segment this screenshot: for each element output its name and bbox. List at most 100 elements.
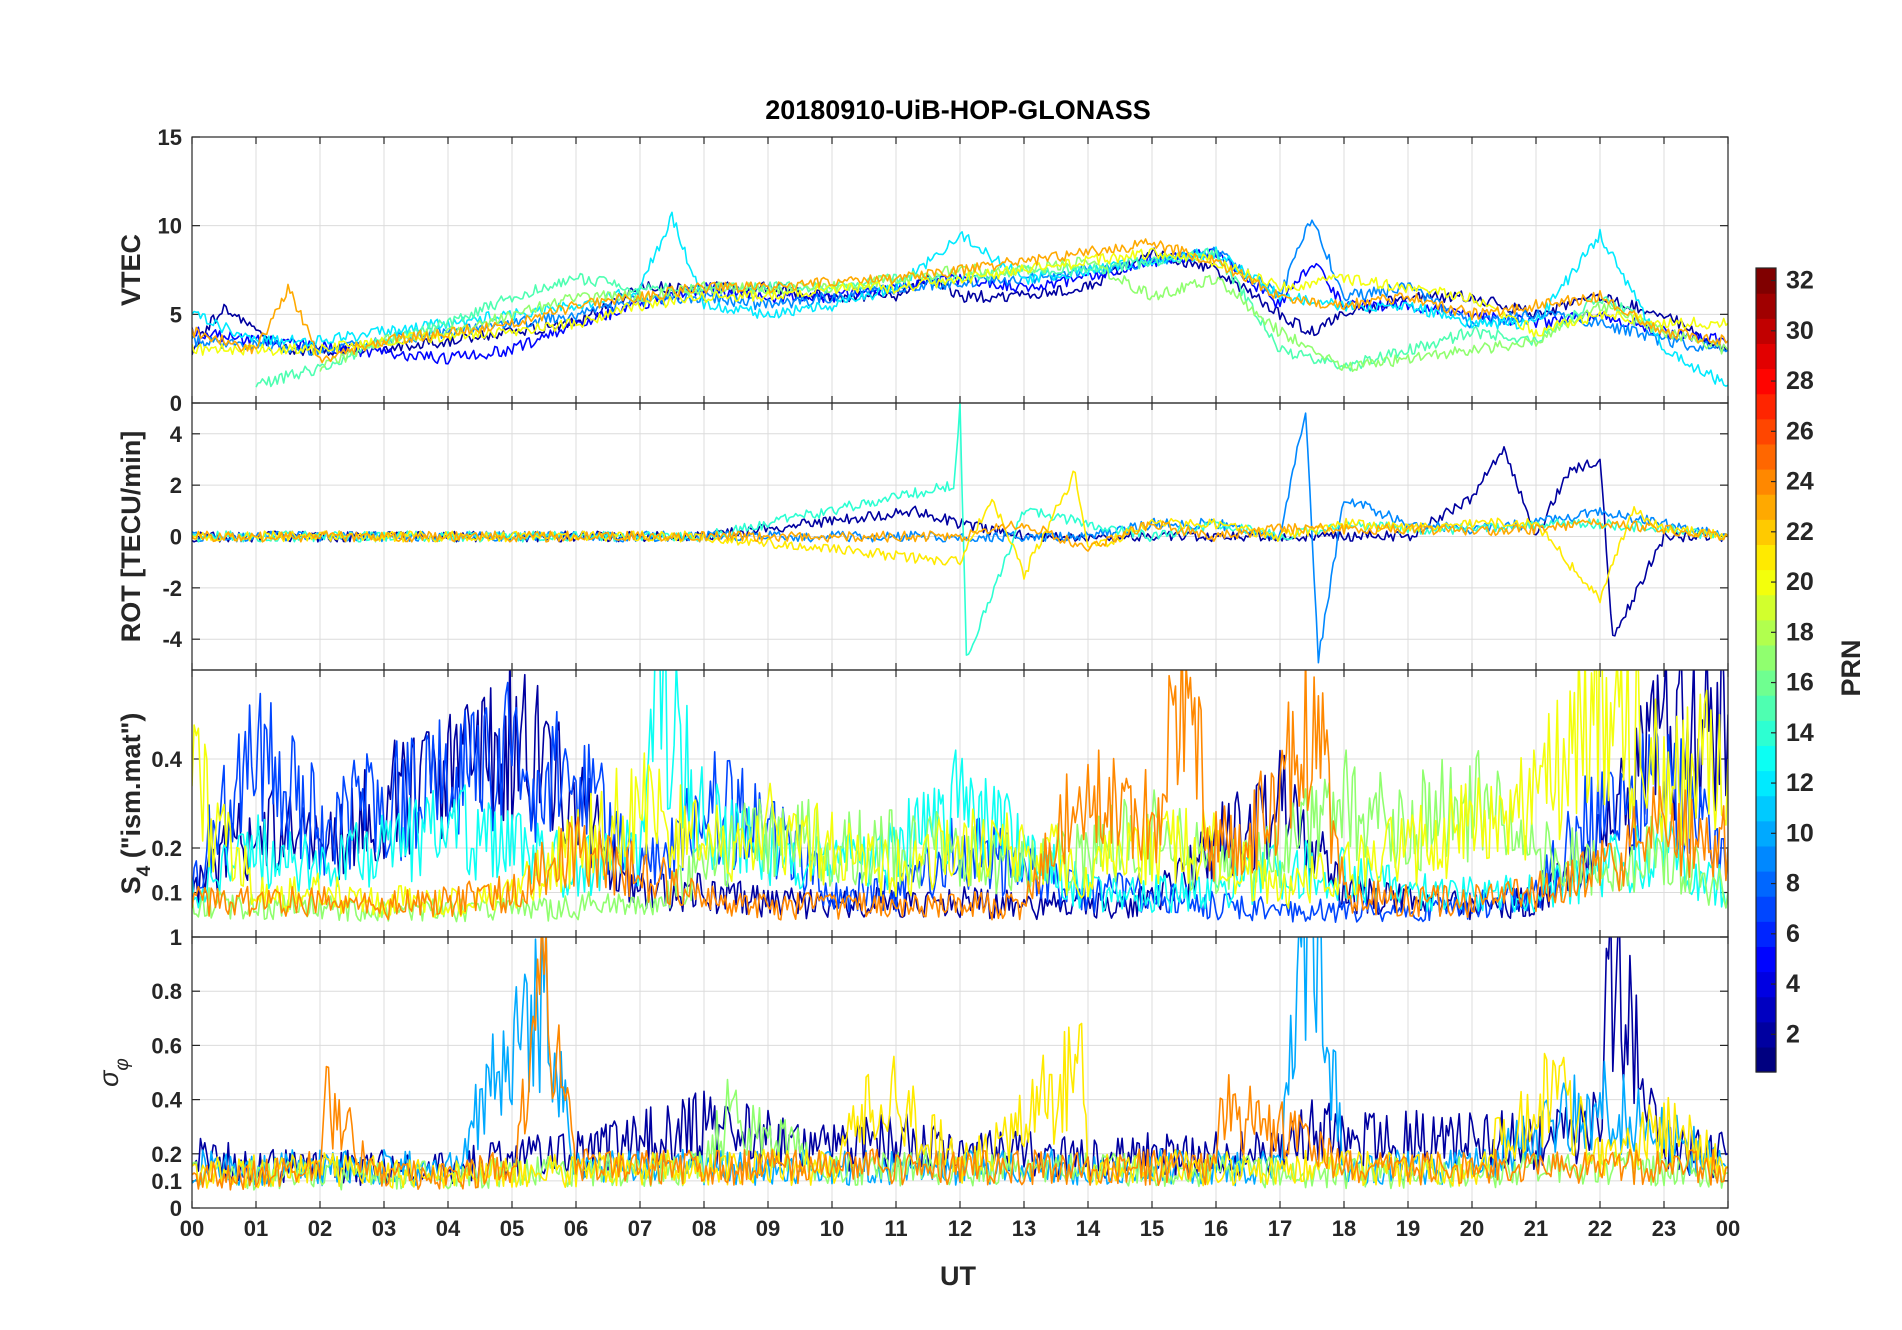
colorbar-tick-label: 6 [1786, 920, 1800, 948]
colorbar-tick-label: 32 [1786, 267, 1814, 295]
colorbar-segment [1756, 318, 1776, 344]
y-tick-label: 1 [170, 925, 182, 950]
series-group-vtec [192, 211, 1728, 388]
colorbar-tick-label: 14 [1786, 719, 1814, 747]
x-tick-label: 01 [244, 1216, 268, 1241]
series-line-prn-21 [192, 1022, 1728, 1189]
x-tick-label: 21 [1524, 1216, 1548, 1241]
colorbar-tick-label: 8 [1786, 870, 1800, 898]
y-tick-label: 0 [170, 391, 182, 416]
x-tick-label: 06 [564, 1216, 588, 1241]
x-axis-label: UT [940, 1261, 976, 1291]
y-tick-label: 0.2 [151, 836, 182, 861]
colorbar-segment [1756, 1046, 1776, 1073]
colorbar-segment [1756, 469, 1776, 495]
colorbar-segment [1756, 946, 1776, 973]
colorbar-tick-label: 16 [1786, 669, 1814, 697]
x-tick-label: 16 [1204, 1216, 1228, 1241]
y-axis-label-rot: ROT [TECU/min] [116, 431, 146, 642]
y-tick-label: 0 [170, 1196, 182, 1221]
series-line-prn-20 [192, 670, 1728, 918]
series-line-prn-2 [192, 670, 1728, 921]
series-line-prn-23 [192, 518, 1728, 552]
colorbar-tick-label: 2 [1786, 1020, 1800, 1048]
x-tick-label: 08 [692, 1216, 716, 1241]
y-axis-label-sigma_phi: σφ [94, 1058, 133, 1087]
colorbar-segment [1756, 619, 1776, 646]
x-tick-label: 13 [1012, 1216, 1036, 1241]
y-tick-label: 0.4 [151, 1088, 182, 1113]
colorbar-segment [1756, 996, 1776, 1023]
colorbar-segment [1756, 544, 1776, 571]
colorbar-tick-label: 22 [1786, 518, 1814, 546]
series-line-prn-13 [192, 670, 1728, 913]
colorbar-segment [1756, 770, 1776, 797]
series-group-s4 [192, 670, 1728, 923]
colorbar-tick-label: 24 [1786, 468, 1814, 496]
colorbar-segment [1756, 418, 1776, 445]
y-tick-label: 0.1 [151, 881, 182, 906]
y-axis-label-vtec: VTEC [116, 234, 146, 306]
series-line-prn-17 [319, 256, 1728, 373]
x-tick-label: 11 [884, 1216, 907, 1241]
colorbar-tick-label: 18 [1786, 618, 1814, 646]
colorbar-segment [1756, 393, 1776, 420]
colorbar-segment [1756, 795, 1776, 822]
axes-frame-sigma_phi [191, 936, 1729, 1209]
y-axis-label-s4: S4 ("ism.mat") [116, 713, 155, 895]
colorbar-tick-label: 10 [1786, 819, 1814, 847]
colorbar-segment [1756, 745, 1776, 772]
colorbar-segment [1756, 569, 1776, 596]
colorbar-tick-label: 28 [1786, 367, 1814, 395]
x-tick-label: 00 [1716, 1216, 1740, 1241]
x-tick-label: 03 [372, 1216, 396, 1241]
colorbar-tick-label: 30 [1786, 317, 1814, 345]
x-tick-label: 07 [628, 1216, 652, 1241]
y-tick-label: 2 [170, 473, 182, 498]
x-tick-label: 00 [180, 1216, 204, 1241]
colorbar-tick-label: 4 [1786, 970, 1800, 998]
series-line-prn-24 [192, 670, 1728, 921]
colorbar-label: PRN [1836, 639, 1866, 696]
x-tick-label: 04 [436, 1216, 461, 1241]
colorbar-segment [1756, 268, 1776, 294]
colorbar-segment [1756, 820, 1776, 847]
colorbar-frame [1755, 267, 1777, 1073]
x-tick-label: 02 [308, 1216, 332, 1241]
y-tick-label: -4 [162, 627, 182, 652]
y-tick-label: 0.8 [151, 979, 182, 1004]
colorbar-tick-label: 12 [1786, 769, 1814, 797]
x-tick-label: 20 [1460, 1216, 1484, 1241]
x-tick-label: 19 [1396, 1216, 1420, 1241]
colorbar-segment [1756, 293, 1776, 319]
colorbar-segment [1756, 368, 1776, 395]
x-tick-label: 05 [500, 1216, 524, 1241]
x-tick-label: 10 [820, 1216, 844, 1241]
colorbar-segment [1756, 343, 1776, 370]
y-tick-label: 0.6 [151, 1033, 182, 1058]
colorbar-segment [1756, 494, 1776, 520]
colorbar-segment [1756, 720, 1776, 746]
y-tick-label: 0.4 [151, 747, 182, 772]
y-tick-label: -2 [162, 576, 182, 601]
y-tick-label: 0.1 [151, 1169, 182, 1194]
colorbar-segment [1756, 594, 1776, 621]
x-tick-label: 18 [1332, 1216, 1356, 1241]
x-tick-label: 14 [1076, 1216, 1101, 1241]
colorbar-segment [1756, 443, 1776, 470]
series-line-prn-23 [192, 238, 1728, 364]
y-tick-label: 10 [158, 214, 182, 239]
colorbar-tick-label: 26 [1786, 417, 1814, 445]
colorbar-segment [1756, 670, 1776, 696]
colorbar-segment [1756, 896, 1776, 922]
y-tick-label: 4 [170, 422, 183, 447]
series-group-sigma_phi [192, 937, 1728, 1191]
colorbar-segment [1756, 644, 1776, 671]
series-line-prn-24 [192, 937, 1728, 1191]
x-tick-label: 12 [948, 1216, 972, 1241]
y-tick-label: 15 [158, 125, 182, 150]
x-tick-label: 15 [1140, 1216, 1164, 1241]
